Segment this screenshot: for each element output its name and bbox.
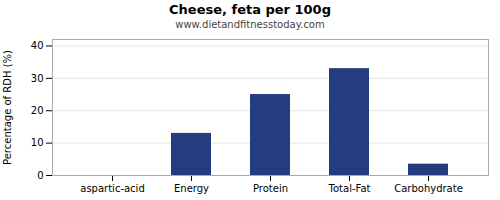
svg-text:Percentage of RDH (%): Percentage of RDH (%) [2,50,13,165]
svg-text:Carbohydrate: Carbohydrate [394,183,463,194]
svg-text:20: 20 [31,105,44,116]
svg-text:10: 10 [31,137,44,148]
svg-text:Energy: Energy [174,183,209,194]
svg-text:40: 40 [31,40,44,51]
svg-text:aspartic-acid: aspartic-acid [80,183,144,194]
svg-text:Total-Fat: Total-Fat [328,183,371,194]
svg-text:0: 0 [37,170,43,181]
svg-text:30: 30 [31,73,44,84]
html-text:Cheese, feta per 100g: Cheese, feta per 100g [169,2,331,17]
html-text:www.dietandfitnesstoday.com: www.dietandfitnesstoday.com [175,19,325,30]
svg-text:Protein: Protein [253,183,288,194]
